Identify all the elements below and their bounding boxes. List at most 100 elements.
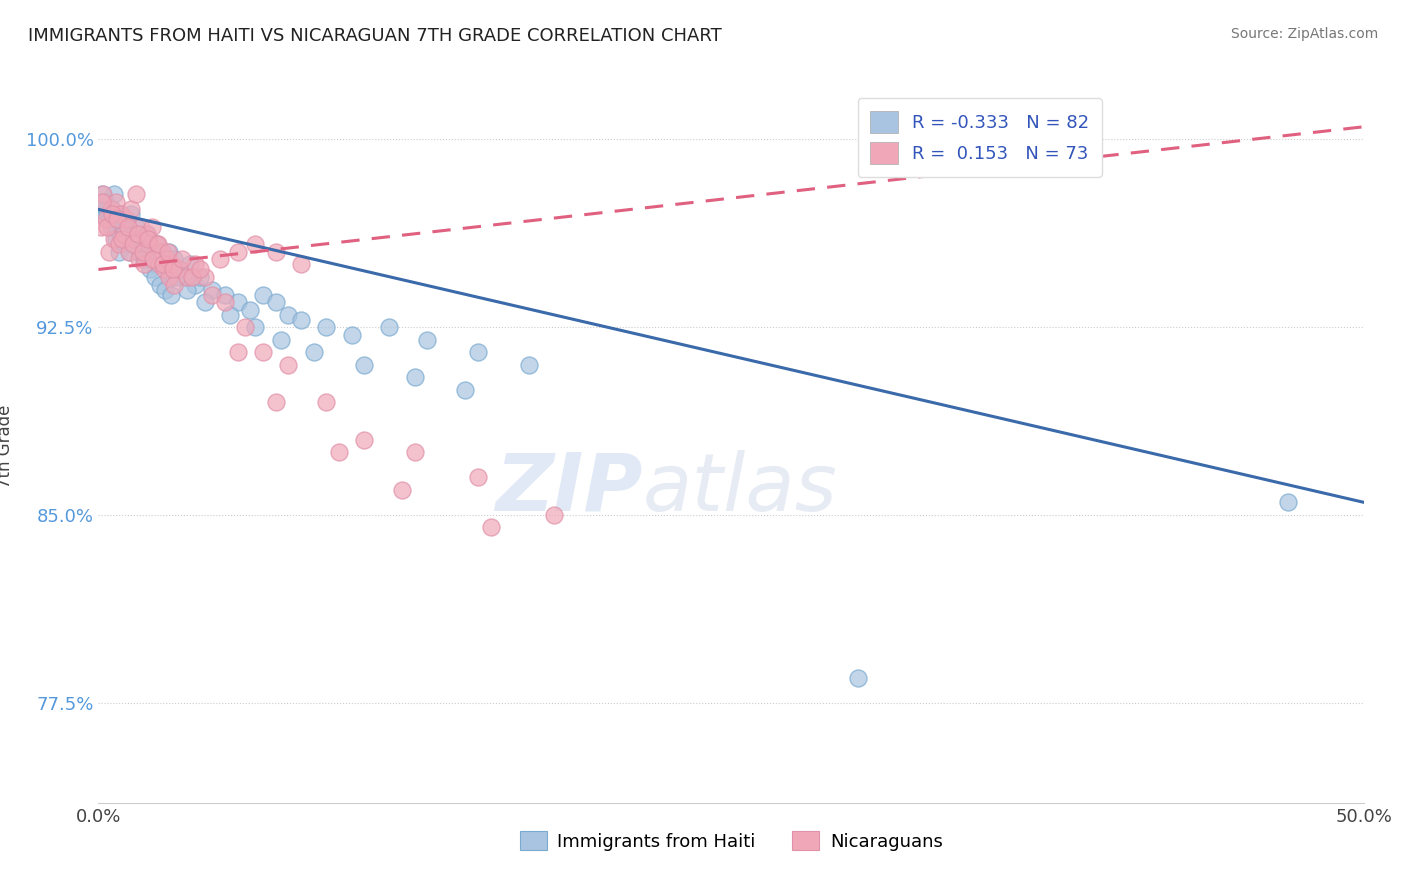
- Point: [252, 345, 274, 359]
- Point: [134, 252, 156, 267]
- Point: [157, 270, 180, 285]
- Point: [136, 232, 159, 246]
- Point: [148, 257, 170, 271]
- Point: [143, 252, 166, 267]
- Point: [290, 257, 312, 271]
- Point: [132, 252, 155, 267]
- Point: [219, 308, 242, 322]
- Point: [252, 287, 274, 301]
- Point: [112, 227, 135, 242]
- Point: [353, 433, 375, 447]
- Point: [128, 252, 150, 267]
- Point: [143, 257, 166, 271]
- Point: [97, 212, 120, 227]
- Point: [122, 237, 145, 252]
- Point: [121, 237, 143, 252]
- Point: [328, 445, 350, 459]
- Point: [118, 244, 141, 259]
- Point: [142, 252, 165, 267]
- Point: [176, 283, 198, 297]
- Point: [467, 345, 489, 359]
- Point: [90, 207, 112, 221]
- Point: [118, 227, 141, 242]
- Point: [150, 244, 173, 259]
- Point: [543, 508, 565, 522]
- Point: [128, 244, 150, 259]
- Point: [153, 257, 176, 271]
- Point: [112, 212, 135, 227]
- Point: [302, 345, 325, 359]
- Point: [226, 295, 249, 310]
- Point: [201, 283, 224, 297]
- Point: [264, 295, 287, 310]
- Point: [117, 232, 139, 246]
- Y-axis label: 7th Grade: 7th Grade: [0, 404, 14, 488]
- Point: [120, 244, 141, 259]
- Point: [245, 320, 267, 334]
- Point: [517, 358, 540, 372]
- Point: [277, 308, 299, 322]
- Point: [353, 358, 375, 372]
- Point: [135, 227, 157, 242]
- Point: [108, 227, 131, 242]
- Point: [93, 194, 117, 209]
- Point: [233, 320, 256, 334]
- Point: [173, 270, 195, 285]
- Point: [157, 244, 180, 259]
- Point: [114, 237, 136, 252]
- Point: [157, 244, 180, 259]
- Point: [404, 370, 426, 384]
- Point: [90, 219, 112, 234]
- Point: [201, 287, 224, 301]
- Point: [156, 262, 179, 277]
- Point: [148, 252, 170, 267]
- Point: [378, 320, 401, 334]
- Point: [141, 219, 163, 234]
- Point: [194, 270, 217, 285]
- Point: [107, 244, 129, 259]
- Point: [454, 383, 477, 397]
- Point: [110, 207, 132, 221]
- Point: [245, 237, 267, 252]
- Point: [290, 312, 312, 326]
- Point: [131, 232, 153, 246]
- Legend: Immigrants from Haiti, Nicaraguans: Immigrants from Haiti, Nicaraguans: [512, 824, 950, 858]
- Point: [188, 270, 211, 285]
- Point: [97, 244, 120, 259]
- Point: [132, 257, 155, 271]
- Point: [141, 244, 163, 259]
- Point: [159, 287, 181, 301]
- Point: [111, 232, 134, 246]
- Point: [166, 270, 188, 285]
- Point: [145, 270, 166, 285]
- Point: [846, 671, 869, 685]
- Point: [404, 445, 426, 459]
- Point: [239, 302, 262, 317]
- Point: [96, 207, 118, 221]
- Point: [155, 283, 177, 297]
- Point: [138, 237, 160, 252]
- Point: [179, 257, 201, 271]
- Point: [100, 219, 122, 234]
- Point: [163, 252, 186, 267]
- Point: [94, 212, 117, 227]
- Point: [115, 212, 138, 227]
- Point: [208, 252, 231, 267]
- Point: [153, 262, 176, 277]
- Point: [183, 277, 205, 292]
- Point: [98, 212, 121, 227]
- Point: [270, 333, 292, 347]
- Point: [162, 262, 184, 277]
- Point: [214, 295, 236, 310]
- Point: [391, 483, 413, 497]
- Point: [120, 207, 142, 221]
- Point: [160, 270, 183, 285]
- Point: [467, 470, 489, 484]
- Point: [181, 270, 204, 285]
- Point: [129, 244, 152, 259]
- Point: [1277, 495, 1299, 509]
- Point: [107, 237, 129, 252]
- Point: [125, 219, 148, 234]
- Point: [152, 257, 174, 271]
- Point: [94, 202, 117, 217]
